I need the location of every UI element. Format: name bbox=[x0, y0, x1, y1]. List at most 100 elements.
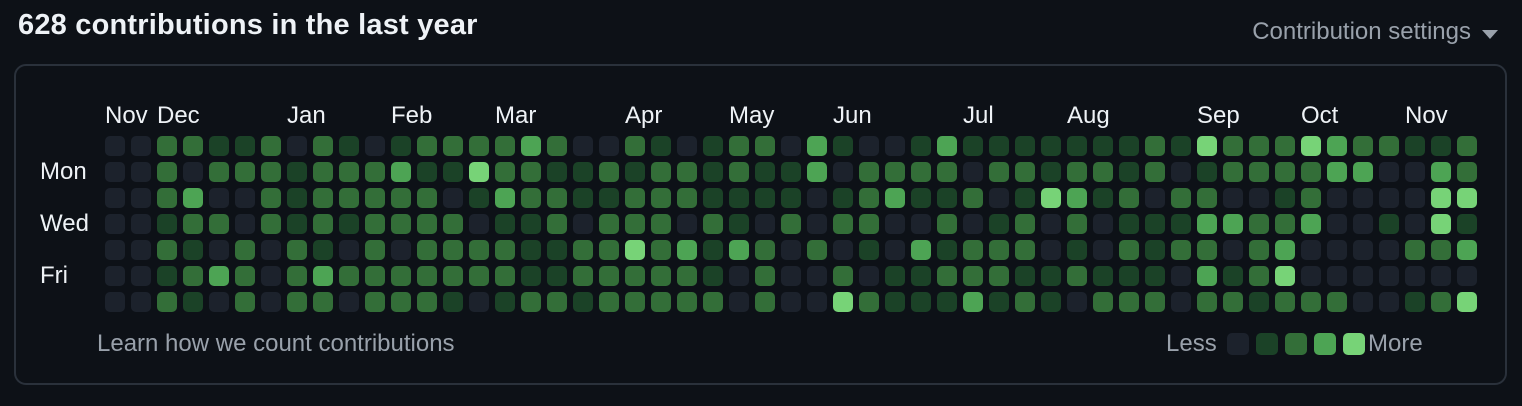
contribution-cell[interactable] bbox=[1171, 188, 1191, 208]
learn-contributions-link[interactable]: Learn how we count contributions bbox=[97, 330, 455, 357]
contribution-cell[interactable] bbox=[1405, 240, 1425, 260]
contribution-cell[interactable] bbox=[469, 266, 489, 286]
contribution-cell[interactable] bbox=[105, 136, 125, 156]
contribution-cell[interactable] bbox=[937, 240, 957, 260]
contribution-cell[interactable] bbox=[495, 214, 515, 234]
contribution-cell[interactable] bbox=[651, 266, 671, 286]
contribution-cell[interactable] bbox=[287, 188, 307, 208]
contribution-cell[interactable] bbox=[105, 214, 125, 234]
contribution-cell[interactable] bbox=[521, 188, 541, 208]
contribution-cell[interactable] bbox=[1223, 188, 1243, 208]
contribution-cell[interactable] bbox=[521, 292, 541, 312]
contribution-cell[interactable] bbox=[287, 266, 307, 286]
contribution-cell[interactable] bbox=[365, 266, 385, 286]
contribution-cell[interactable] bbox=[417, 162, 437, 182]
contribution-cell[interactable] bbox=[1353, 240, 1373, 260]
contribution-cell[interactable] bbox=[755, 162, 775, 182]
contribution-cell[interactable] bbox=[469, 292, 489, 312]
contribution-cell[interactable] bbox=[547, 292, 567, 312]
contribution-cell[interactable] bbox=[755, 266, 775, 286]
contribution-cell[interactable] bbox=[313, 266, 333, 286]
contribution-cell[interactable] bbox=[885, 266, 905, 286]
contribution-cell[interactable] bbox=[703, 136, 723, 156]
contribution-cell[interactable] bbox=[391, 162, 411, 182]
contribution-cell[interactable] bbox=[573, 162, 593, 182]
contribution-cell[interactable] bbox=[469, 188, 489, 208]
contribution-cell[interactable] bbox=[781, 188, 801, 208]
contribution-cell[interactable] bbox=[729, 162, 749, 182]
contribution-cell[interactable] bbox=[599, 162, 619, 182]
contribution-cell[interactable] bbox=[859, 162, 879, 182]
contribution-cell[interactable] bbox=[755, 136, 775, 156]
contribution-cell[interactable] bbox=[703, 292, 723, 312]
contribution-cell[interactable] bbox=[365, 188, 385, 208]
contribution-cell[interactable] bbox=[1015, 214, 1035, 234]
contribution-cell[interactable] bbox=[1041, 162, 1061, 182]
contribution-cell[interactable] bbox=[651, 188, 671, 208]
contribution-cell[interactable] bbox=[313, 136, 333, 156]
contribution-cell[interactable] bbox=[911, 214, 931, 234]
contribution-cell[interactable] bbox=[157, 240, 177, 260]
contribution-settings-dropdown[interactable]: Contribution settings bbox=[1252, 18, 1498, 46]
contribution-cell[interactable] bbox=[287, 136, 307, 156]
contribution-cell[interactable] bbox=[599, 240, 619, 260]
contribution-cell[interactable] bbox=[209, 266, 229, 286]
contribution-cell[interactable] bbox=[235, 292, 255, 312]
contribution-cell[interactable] bbox=[859, 292, 879, 312]
contribution-cell[interactable] bbox=[1145, 240, 1165, 260]
contribution-cell[interactable] bbox=[625, 136, 645, 156]
contribution-cell[interactable] bbox=[729, 136, 749, 156]
contribution-cell[interactable] bbox=[131, 162, 151, 182]
contribution-cell[interactable] bbox=[1223, 136, 1243, 156]
contribution-cell[interactable] bbox=[781, 136, 801, 156]
contribution-cell[interactable] bbox=[625, 292, 645, 312]
contribution-cell[interactable] bbox=[1327, 136, 1347, 156]
contribution-cell[interactable] bbox=[625, 266, 645, 286]
contribution-cell[interactable] bbox=[443, 188, 463, 208]
contribution-cell[interactable] bbox=[313, 162, 333, 182]
contribution-cell[interactable] bbox=[1275, 240, 1295, 260]
contribution-cell[interactable] bbox=[1197, 240, 1217, 260]
contribution-cell[interactable] bbox=[1405, 266, 1425, 286]
contribution-cell[interactable] bbox=[1301, 292, 1321, 312]
contribution-cell[interactable] bbox=[365, 214, 385, 234]
contribution-cell[interactable] bbox=[781, 292, 801, 312]
contribution-cell[interactable] bbox=[1275, 188, 1295, 208]
contribution-cell[interactable] bbox=[1405, 214, 1425, 234]
contribution-cell[interactable] bbox=[183, 214, 203, 234]
contribution-cell[interactable] bbox=[183, 136, 203, 156]
contribution-cell[interactable] bbox=[235, 136, 255, 156]
contribution-cell[interactable] bbox=[1379, 188, 1399, 208]
contribution-cell[interactable] bbox=[1353, 188, 1373, 208]
contribution-cell[interactable] bbox=[105, 240, 125, 260]
contribution-cell[interactable] bbox=[1171, 214, 1191, 234]
contribution-cell[interactable] bbox=[989, 292, 1009, 312]
contribution-cell[interactable] bbox=[339, 266, 359, 286]
contribution-cell[interactable] bbox=[339, 214, 359, 234]
contribution-cell[interactable] bbox=[1353, 162, 1373, 182]
contribution-cell[interactable] bbox=[885, 162, 905, 182]
contribution-cell[interactable] bbox=[261, 292, 281, 312]
contribution-cell[interactable] bbox=[1431, 214, 1451, 234]
contribution-cell[interactable] bbox=[339, 188, 359, 208]
contribution-cell[interactable] bbox=[417, 188, 437, 208]
contribution-cell[interactable] bbox=[1171, 292, 1191, 312]
contribution-cell[interactable] bbox=[1015, 292, 1035, 312]
contribution-cell[interactable] bbox=[105, 162, 125, 182]
contribution-cell[interactable] bbox=[703, 240, 723, 260]
contribution-cell[interactable] bbox=[547, 162, 567, 182]
contribution-cell[interactable] bbox=[1327, 292, 1347, 312]
contribution-cell[interactable] bbox=[1379, 240, 1399, 260]
contribution-cell[interactable] bbox=[677, 266, 697, 286]
contribution-cell[interactable] bbox=[391, 292, 411, 312]
contribution-cell[interactable] bbox=[755, 188, 775, 208]
contribution-cell[interactable] bbox=[495, 162, 515, 182]
contribution-cell[interactable] bbox=[651, 240, 671, 260]
contribution-cell[interactable] bbox=[1067, 162, 1087, 182]
contribution-cell[interactable] bbox=[209, 188, 229, 208]
contribution-cell[interactable] bbox=[157, 162, 177, 182]
contribution-cell[interactable] bbox=[1379, 214, 1399, 234]
contribution-cell[interactable] bbox=[261, 240, 281, 260]
contribution-cell[interactable] bbox=[599, 266, 619, 286]
contribution-cell[interactable] bbox=[911, 292, 931, 312]
